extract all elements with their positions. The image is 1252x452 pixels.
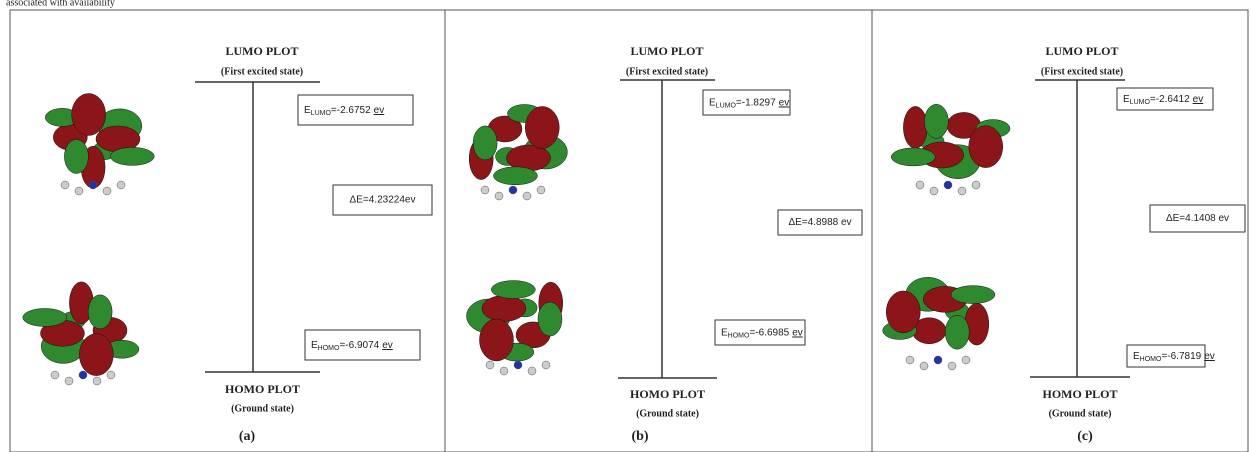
subscript: HOMO — [728, 332, 750, 339]
panel-label: (b) — [631, 429, 648, 444]
atom — [500, 367, 508, 375]
lobe — [903, 106, 927, 148]
atom — [103, 187, 111, 195]
atom — [89, 181, 97, 189]
gap-text: ΔE=4.1408 ev — [1166, 213, 1229, 224]
lumo-title: LUMO PLOT — [630, 44, 703, 58]
atom — [65, 377, 73, 385]
gap-text: ΔE=4.23224ev — [350, 195, 416, 206]
atom — [972, 181, 980, 189]
atom — [537, 186, 545, 194]
lobe — [491, 281, 535, 299]
subscript: HOMO — [318, 345, 340, 352]
unit: ev — [1193, 94, 1204, 105]
homo-subtitle: (Ground state) — [231, 403, 294, 414]
lobe — [945, 315, 969, 349]
atom — [542, 361, 550, 369]
subscript: HOMO — [1140, 356, 1162, 363]
atom — [958, 187, 966, 195]
atom — [486, 361, 494, 369]
atom — [495, 192, 503, 200]
lobe — [493, 167, 537, 185]
lobe — [538, 302, 562, 336]
lobe — [64, 139, 88, 173]
unit: ev — [374, 105, 385, 116]
lumo-subtitle: (First excited state) — [1041, 66, 1123, 77]
atom — [930, 187, 938, 195]
atom — [906, 356, 914, 364]
atom — [79, 371, 87, 379]
lobe — [951, 286, 995, 304]
panel-label: (c) — [1077, 429, 1093, 444]
unit: ev — [382, 340, 393, 351]
atom — [944, 181, 952, 189]
lobe — [891, 148, 935, 166]
lobe — [479, 319, 513, 361]
panel-label: (a) — [239, 429, 256, 444]
subscript: LUMO — [1130, 99, 1151, 106]
lobe — [110, 147, 154, 165]
lobe — [924, 104, 948, 138]
unit: ev — [792, 327, 803, 338]
orbital-plot — [45, 93, 154, 195]
lobe — [969, 126, 1003, 168]
unit: ev — [779, 97, 790, 108]
homo-subtitle: (Ground state) — [1049, 408, 1112, 419]
lobe — [525, 106, 559, 148]
lobe — [482, 295, 526, 321]
caption-fragment: associated with availability — [6, 0, 115, 8]
atom — [948, 362, 956, 370]
atom — [514, 361, 522, 369]
lobe — [72, 93, 106, 135]
atom — [509, 186, 517, 194]
figure: associated with availability LUMO PLOT (F… — [0, 0, 1252, 452]
orbital-plot — [467, 281, 563, 375]
unit: ev — [1204, 351, 1215, 362]
lobe — [886, 291, 920, 333]
atom — [107, 371, 115, 379]
value: =-6.7819 — [1161, 351, 1201, 362]
value: =-2.6752 — [331, 105, 371, 116]
subscript: LUMO — [716, 102, 737, 109]
homo-title: HOMO PLOT — [225, 382, 300, 396]
lobe — [473, 126, 497, 160]
orbital-plot — [891, 104, 1010, 195]
homo-title: HOMO PLOT — [1043, 387, 1118, 401]
value: =-6.9074 — [339, 340, 379, 351]
atom — [934, 356, 942, 364]
orbital-plot — [469, 104, 567, 200]
atom — [117, 181, 125, 189]
atom — [481, 186, 489, 194]
atom — [920, 362, 928, 370]
value: =-1.8297 — [736, 97, 776, 108]
atom — [51, 371, 59, 379]
atom — [61, 181, 69, 189]
atom — [75, 187, 83, 195]
gap-text: ΔE=4.8988 ev — [788, 217, 851, 228]
lobe — [23, 308, 67, 326]
homo-subtitle: (Ground state) — [636, 408, 699, 419]
value: =-2.6412 — [1150, 94, 1190, 105]
orbital-plot — [883, 277, 995, 370]
lumo-title: LUMO PLOT — [225, 44, 298, 58]
lumo-subtitle: (First excited state) — [626, 66, 708, 77]
atom — [93, 377, 101, 385]
lumo-title: LUMO PLOT — [1045, 44, 1118, 58]
lobe — [79, 334, 113, 376]
lobe — [88, 295, 112, 329]
homo-title: HOMO PLOT — [630, 387, 705, 401]
atom — [528, 367, 536, 375]
atom — [962, 356, 970, 364]
subscript: LUMO — [311, 110, 332, 117]
atom — [523, 192, 531, 200]
atom — [916, 181, 924, 189]
value: =-6.6985 — [749, 327, 789, 338]
orbital-plot — [23, 282, 139, 385]
lumo-subtitle: (First excited state) — [221, 66, 303, 77]
